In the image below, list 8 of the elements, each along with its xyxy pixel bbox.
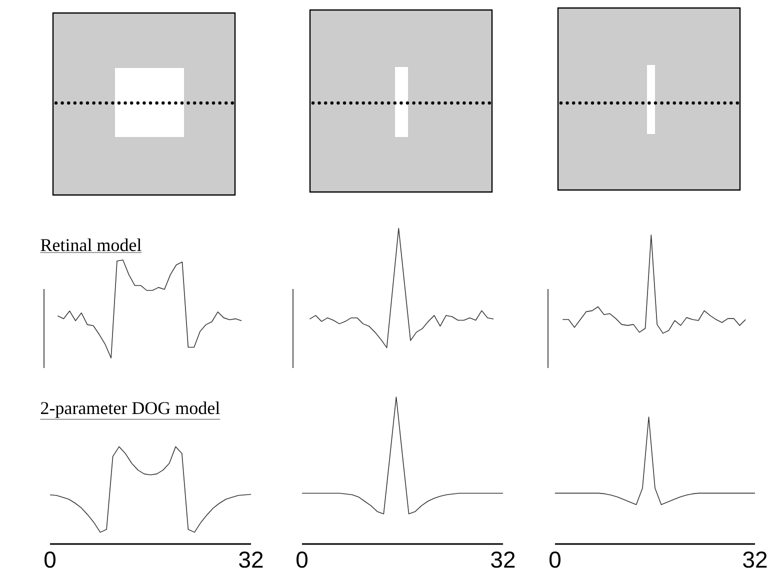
x-tick-label: 32	[743, 552, 767, 568]
x-tick-label: 0	[296, 552, 308, 568]
x-tick-label: 0	[550, 552, 561, 568]
x-tick-label: 32	[491, 552, 515, 568]
chart-title: 2-parameter DOG model	[40, 401, 220, 418]
chart-title: Retinal model	[40, 238, 142, 252]
x-tick-label: 0	[44, 552, 56, 568]
x-tick-label: 32	[239, 552, 263, 568]
